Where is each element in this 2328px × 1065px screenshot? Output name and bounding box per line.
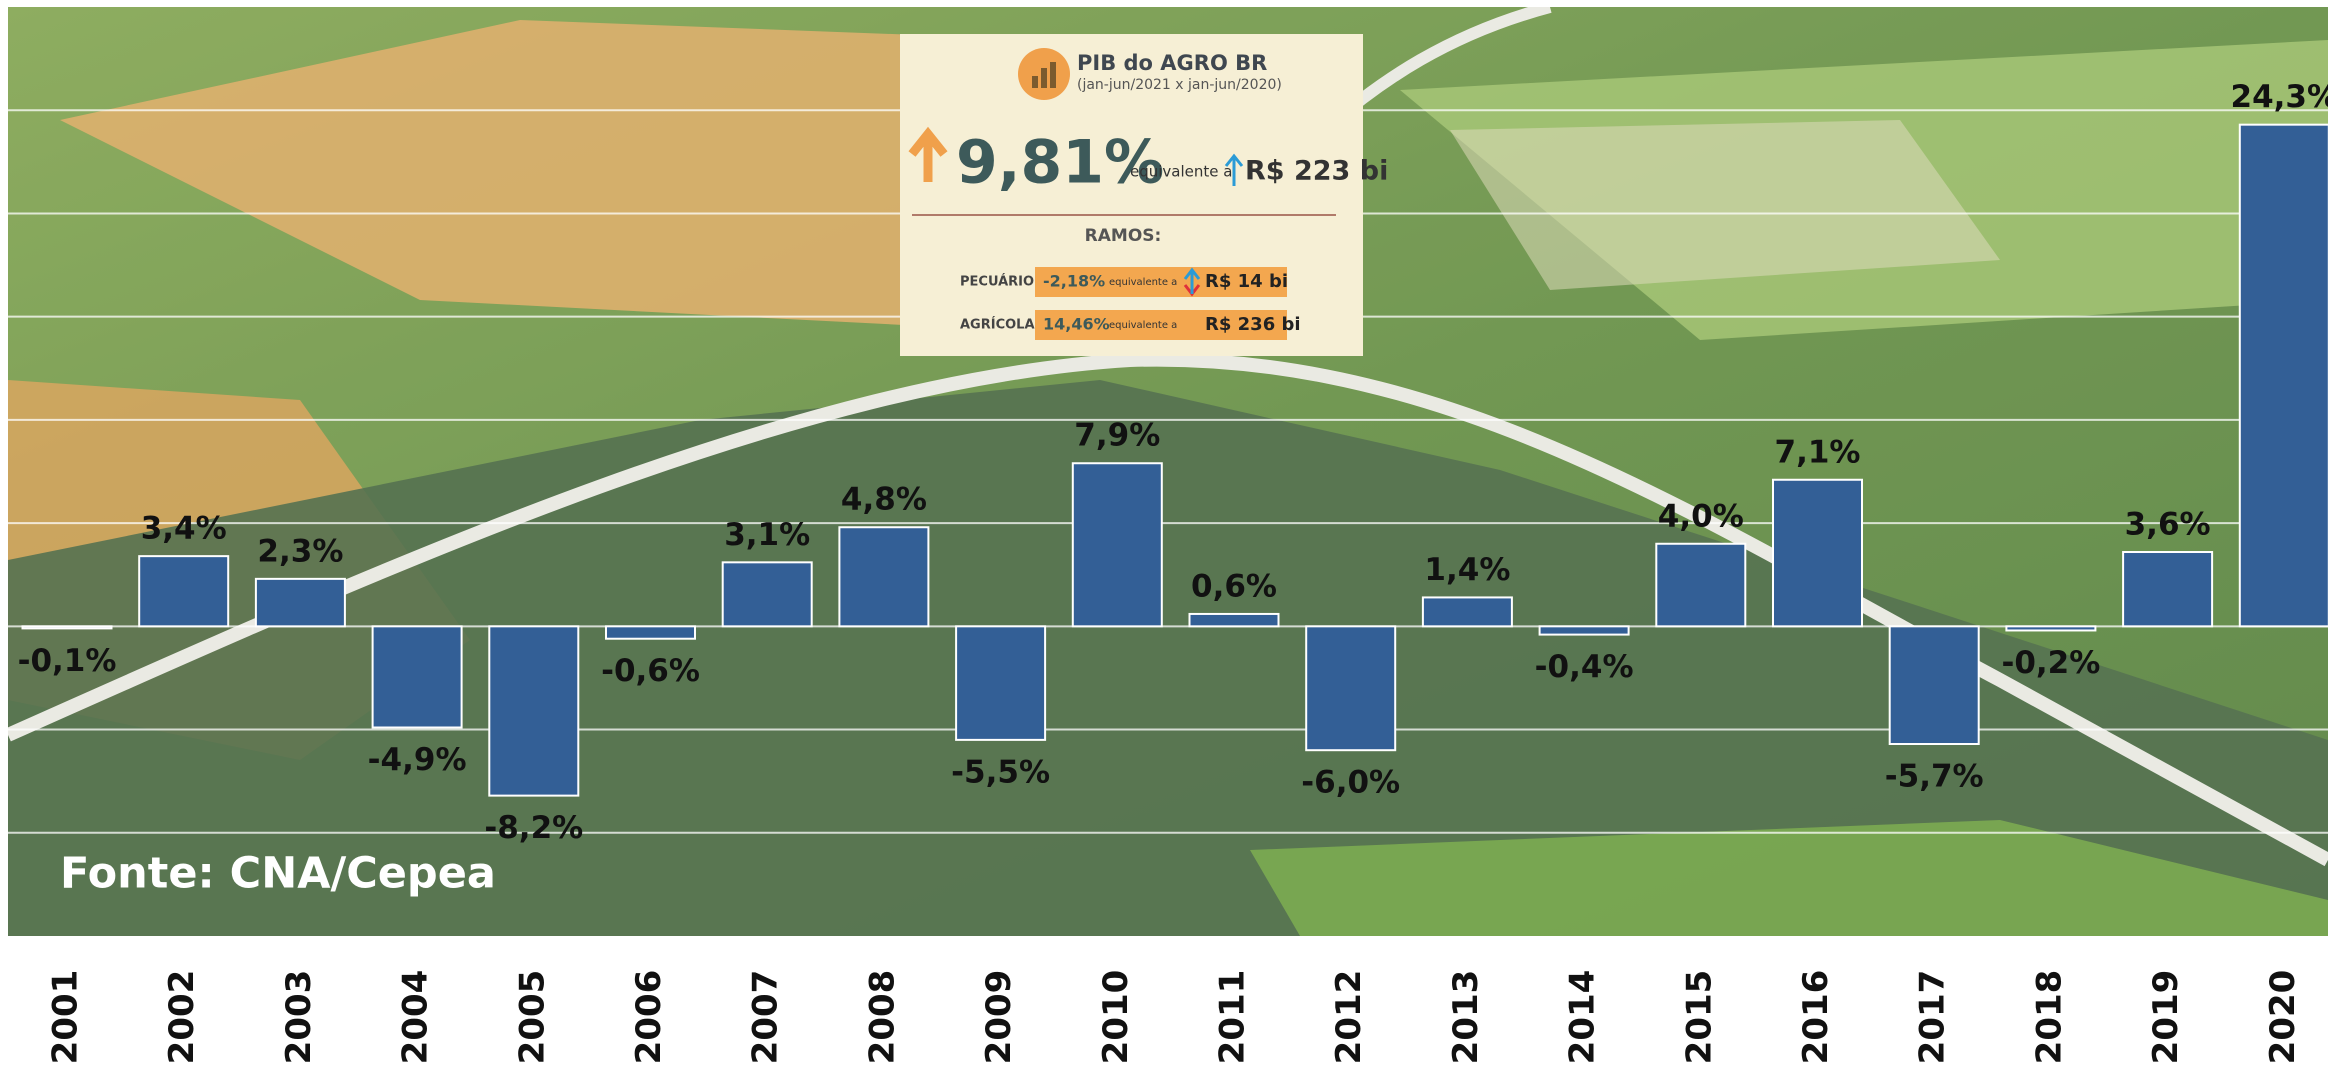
value-label: -0,1% <box>18 643 117 679</box>
bar <box>1423 597 1512 626</box>
bar <box>839 527 928 626</box>
value-label: 7,1% <box>1775 434 1861 470</box>
x-tick-label: 2014 <box>1563 970 1603 1065</box>
x-tick-label: 2020 <box>2263 970 2303 1065</box>
row-change: -2,18% <box>1043 272 1105 291</box>
x-tick-label: 2009 <box>979 970 1019 1065</box>
value-label: -4,9% <box>368 742 467 778</box>
value-label: 2,3% <box>257 533 343 569</box>
value-label: -5,7% <box>1885 759 1984 795</box>
x-tick-label: 2013 <box>1446 970 1486 1065</box>
x-tick-label: 2011 <box>1213 970 1253 1065</box>
source-note: Fonte: CNA/Cepea <box>60 849 496 899</box>
row-name: PECUÁRIO <box>960 274 1034 290</box>
x-tick-label: 2016 <box>1796 970 1836 1065</box>
x-tick-label: 2002 <box>162 970 202 1065</box>
chart: -0,1% 3,4% 2,3% -4,9% -8,2% -0,6% 3,1% 4,8% -5,5… <box>0 0 2328 1065</box>
value-label: 3,1% <box>724 517 810 553</box>
value-label: 1,4% <box>1424 552 1510 588</box>
value-label: -8,2% <box>484 810 583 846</box>
x-tick-label: 2005 <box>512 970 552 1065</box>
inset-title: PIB do AGRO BR <box>1077 51 1267 75</box>
value-label: 24,3% <box>2231 79 2328 115</box>
bar <box>23 626 112 628</box>
x-tick-label: 2019 <box>2146 970 2186 1065</box>
x-tick-label: 2007 <box>746 970 786 1065</box>
x-tick-label: 2017 <box>1913 970 1953 1065</box>
page: -0,1% 3,4% 2,3% -4,9% -8,2% -0,6% 3,1% 4,8% -5,5… <box>0 0 2328 1065</box>
value-label: 0,6% <box>1191 568 1277 604</box>
bar <box>606 626 695 638</box>
value-label: -6,0% <box>1301 765 1400 801</box>
bar <box>1656 544 1745 627</box>
bar <box>2006 626 2095 630</box>
row-amount: R$ 14 bi <box>1205 271 1288 292</box>
value-label: 4,0% <box>1658 498 1744 534</box>
x-tick-label: 2012 <box>1329 970 1369 1065</box>
row-change: 14,46% <box>1043 315 1110 334</box>
bar <box>373 626 462 727</box>
bar <box>723 562 812 626</box>
x-tick-label: 2008 <box>862 970 902 1065</box>
bar <box>1190 614 1279 626</box>
row-equiv: equivalente a <box>1109 320 1177 331</box>
value-label: -0,2% <box>2001 645 2100 681</box>
x-tick-label: 2018 <box>2029 970 2069 1065</box>
x-tick-label: 2006 <box>629 970 669 1065</box>
x-tick-label: 2001 <box>46 970 86 1065</box>
row-name: AGRÍCOLA <box>960 317 1035 333</box>
value-label: 7,9% <box>1074 418 1160 454</box>
bar <box>256 579 345 626</box>
bar <box>1073 463 1162 626</box>
inset-ramos: RAMOS: <box>1085 226 1162 246</box>
bar <box>139 556 228 626</box>
bar <box>489 626 578 795</box>
bar <box>956 626 1045 740</box>
bar <box>2240 125 2328 627</box>
inset-equiv: equivalente a <box>1130 163 1232 181</box>
inset-subtitle: (jan-jun/2021 x jan-jun/2020) <box>1077 77 1282 93</box>
value-label: -0,6% <box>601 653 700 689</box>
bar <box>1540 626 1629 634</box>
inset-total-value: R$ 223 bi <box>1245 156 1388 187</box>
bar <box>2123 552 2212 626</box>
row-equiv: equivalente a <box>1109 277 1177 288</box>
x-tick-label: 2003 <box>279 970 319 1065</box>
bar <box>1890 626 1979 744</box>
value-label: 3,6% <box>2125 507 2211 543</box>
value-label: 4,8% <box>841 482 927 518</box>
bar <box>1306 626 1395 750</box>
inset-card: PIB do AGRO BR (jan-jun/2021 x jan-jun/2… <box>900 34 1388 356</box>
row-amount: R$ 236 bi <box>1205 314 1301 335</box>
value-label: -5,5% <box>951 754 1050 790</box>
bar <box>1773 480 1862 627</box>
value-label: 3,4% <box>141 511 227 547</box>
value-label: -0,4% <box>1535 649 1634 685</box>
x-tick-label: 2010 <box>1096 970 1136 1065</box>
x-tick-label: 2015 <box>1679 970 1719 1065</box>
x-tick-label: 2004 <box>396 970 436 1065</box>
